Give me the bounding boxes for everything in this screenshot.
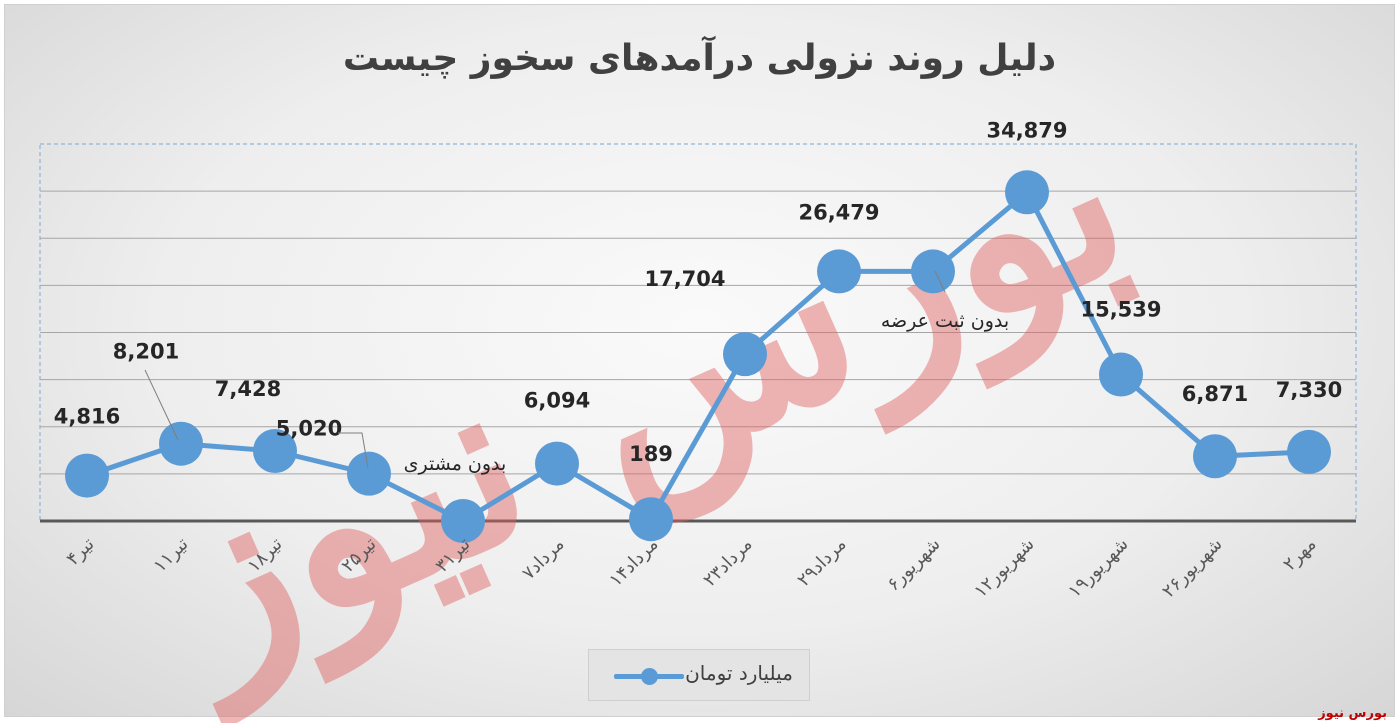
- data-point: [817, 249, 861, 294]
- data-point: [253, 428, 297, 473]
- x-tick-label: ۲۳مرداد: [699, 534, 756, 591]
- data-label: 8,201: [113, 340, 179, 364]
- data-label: 6,871: [1182, 382, 1248, 406]
- data-label: 17,704: [644, 267, 725, 291]
- leader-line: [144, 369, 179, 441]
- x-tick-label: ۲۹مرداد: [793, 534, 850, 591]
- chart-title: دلیل روند نزولی درآمدهای سخوز چیست: [342, 38, 1057, 79]
- data-label: 26,479: [798, 200, 879, 224]
- data-point: [1287, 429, 1331, 474]
- annotation-text: بدون ثبت عرضه: [881, 310, 1009, 332]
- data-label: 7,330: [1276, 378, 1342, 402]
- data-point: [911, 249, 955, 294]
- data-label: 6,094: [524, 389, 590, 413]
- data-label: 15,539: [1080, 298, 1161, 322]
- x-tick-label: ۲مهر: [1279, 534, 1320, 575]
- data-point: [1193, 434, 1237, 479]
- plot-area-border: [39, 143, 1357, 522]
- data-point: [535, 441, 579, 486]
- legend: میلیارد تومان: [588, 649, 810, 701]
- x-tick-label: ۱۲شهریور: [970, 534, 1038, 602]
- legend-marker-swatch: [641, 668, 658, 685]
- chart-area: [4, 4, 1395, 717]
- x-tick-label: ۱۹شهریور: [1064, 534, 1132, 602]
- data-point: [723, 332, 767, 377]
- source-logo-text: بورس نیوز: [1318, 706, 1387, 721]
- leader-line: [934, 270, 946, 293]
- data-point: [1099, 352, 1143, 397]
- data-label: 189: [629, 442, 673, 466]
- legend-label: میلیارد تومان: [685, 661, 793, 685]
- annotation-text: بدون مشتری: [404, 453, 507, 475]
- data-point: [347, 451, 391, 496]
- leader-line: [338, 432, 369, 469]
- data-label: 7,428: [215, 377, 281, 401]
- x-tick-label: ۶شهریور: [883, 534, 945, 596]
- data-point: [441, 499, 485, 543]
- data-label: 5,020: [276, 417, 342, 441]
- data-point: [629, 497, 673, 542]
- data-point: [1005, 170, 1049, 215]
- data-point: [65, 453, 109, 498]
- x-tick-label: ۴تیر: [62, 534, 98, 570]
- data-label: 4,816: [54, 405, 120, 429]
- data-point: [159, 421, 203, 466]
- data-label: 34,879: [986, 118, 1067, 142]
- x-tick-label: ۲۶شهریور: [1158, 534, 1226, 602]
